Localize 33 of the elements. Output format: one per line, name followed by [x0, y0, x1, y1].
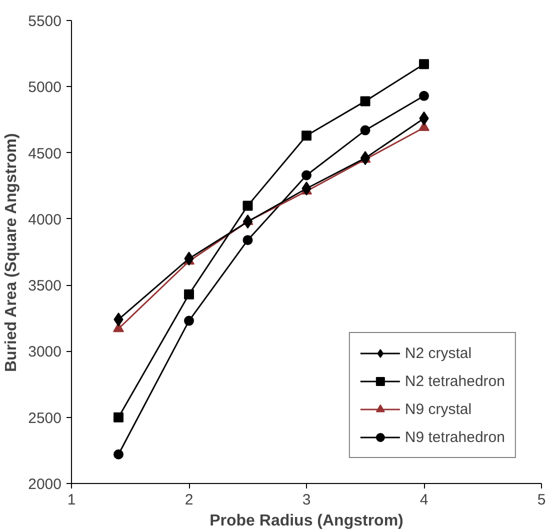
x-tick-label: 4 — [420, 492, 428, 508]
y-tick-label: 2500 — [28, 410, 62, 427]
point — [114, 412, 124, 422]
y-tick-label: 4500 — [28, 145, 62, 162]
point — [360, 125, 370, 136]
point — [419, 59, 429, 70]
point — [114, 449, 124, 460]
legend-label: N2 crystal — [404, 344, 472, 362]
point — [302, 130, 312, 141]
point — [184, 289, 194, 300]
point — [419, 90, 429, 101]
x-tick-label: 3 — [302, 492, 311, 508]
point — [302, 170, 312, 180]
x-axis-title: Probe Radius (Angstrom) — [210, 512, 404, 530]
point — [360, 151, 370, 166]
point — [360, 96, 370, 106]
legend-label: N2 tetrahedron — [404, 372, 505, 390]
x-tick-label: 2 — [184, 492, 194, 508]
y-tick-label: 4000 — [28, 211, 62, 228]
point — [242, 235, 253, 246]
y-axis-title: Buried Area (Square Angstrom) — [3, 133, 20, 372]
point — [242, 200, 253, 211]
point — [184, 316, 194, 326]
y-tick-label: 5500 — [28, 13, 62, 30]
y-tick-label: 5000 — [28, 79, 62, 96]
x-tick-label: 1 — [67, 492, 76, 508]
y-tick-label: 3500 — [28, 278, 62, 295]
x-tick-label: 5 — [537, 492, 546, 508]
legend-label: N9 crystal — [404, 400, 472, 418]
y-tick-label: 2000 — [28, 476, 62, 493]
point — [242, 214, 253, 229]
y-tick-label: 3000 — [28, 344, 62, 361]
legend-label: N9 tetrahedron — [404, 428, 505, 446]
